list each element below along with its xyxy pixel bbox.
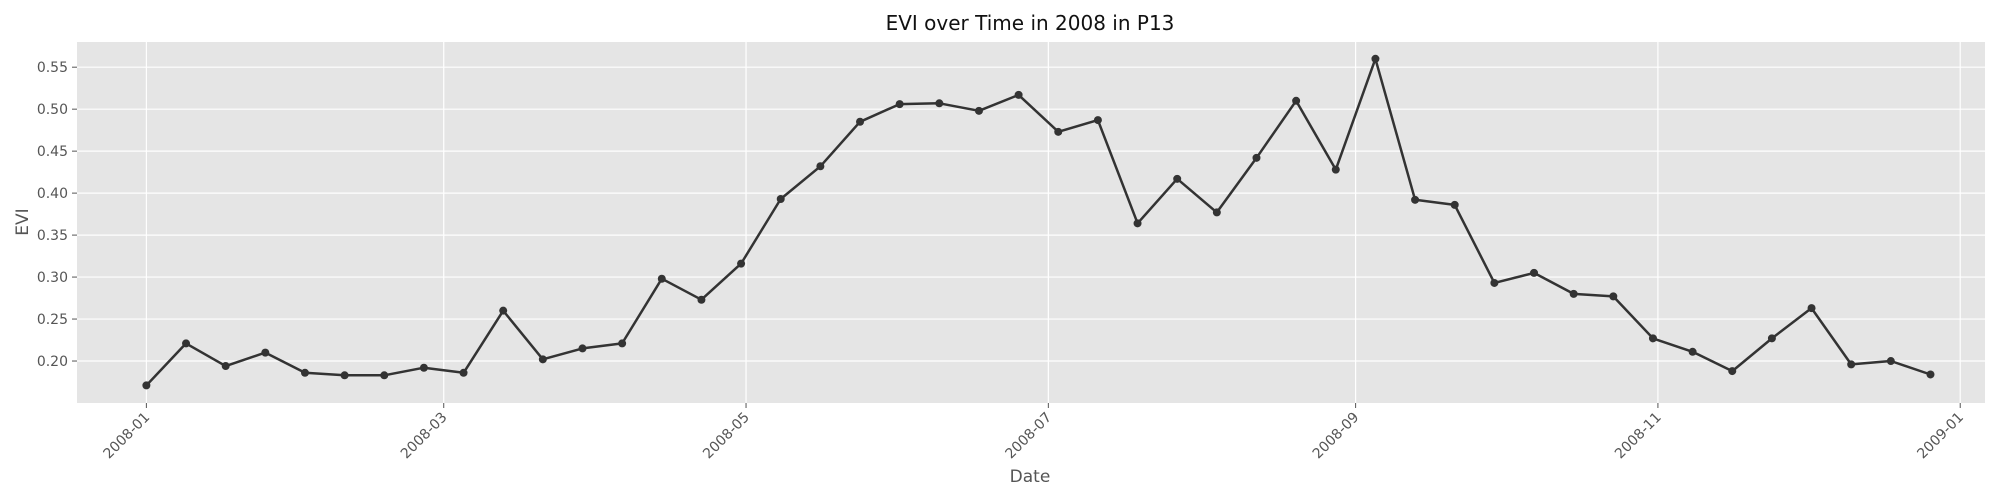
x-tick-label: 2008-09 bbox=[1310, 410, 1363, 463]
data-point bbox=[1926, 370, 1935, 379]
data-point bbox=[1093, 116, 1102, 125]
x-tick-label: 2008-03 bbox=[398, 410, 451, 463]
x-axis: 2008-01 2008-03 2008-05 2008-07 2008-09 2008-… bbox=[101, 403, 1967, 463]
data-point bbox=[776, 194, 785, 203]
data-point bbox=[935, 99, 944, 108]
data-point bbox=[1133, 219, 1142, 228]
data-point bbox=[1728, 367, 1737, 376]
data-point bbox=[340, 371, 349, 380]
data-point bbox=[1609, 292, 1618, 301]
data-point bbox=[1530, 268, 1539, 277]
data-point bbox=[142, 381, 151, 390]
grid-lines bbox=[77, 42, 1985, 403]
y-tick-label: 0.35 bbox=[37, 228, 68, 244]
x-tick-label: 2008-11 bbox=[1612, 410, 1665, 463]
x-tick-label: 2008-07 bbox=[1002, 410, 1055, 463]
data-point bbox=[419, 363, 428, 372]
y-tick-label: 0.55 bbox=[37, 60, 68, 76]
data-point bbox=[578, 344, 587, 353]
data-point bbox=[1450, 200, 1459, 209]
data-point bbox=[1292, 96, 1301, 105]
y-tick-label: 0.45 bbox=[37, 144, 68, 160]
data-point bbox=[261, 348, 270, 357]
data-point bbox=[1807, 304, 1816, 313]
data-point bbox=[1569, 289, 1578, 298]
data-point bbox=[856, 117, 865, 126]
x-tick-label: 2009-01 bbox=[1914, 410, 1967, 463]
chart-title: EVI over Time in 2008 in P13 bbox=[886, 11, 1175, 35]
data-point bbox=[737, 259, 746, 268]
data-point bbox=[1411, 195, 1420, 204]
y-axis-label: EVI bbox=[13, 208, 33, 235]
data-point bbox=[657, 274, 666, 283]
data-point bbox=[1648, 334, 1657, 343]
data-point bbox=[538, 355, 547, 364]
data-point bbox=[974, 106, 983, 115]
y-axis: 0.20 0.25 0.30 0.35 0.40 0.45 0.50 0.55 bbox=[37, 60, 77, 370]
data-point bbox=[499, 306, 508, 315]
data-point bbox=[816, 162, 825, 171]
data-point bbox=[1490, 278, 1499, 287]
data-point bbox=[221, 362, 230, 371]
x-tick-label: 2008-01 bbox=[101, 410, 154, 463]
data-point bbox=[459, 368, 468, 377]
x-tick-label: 2008-05 bbox=[700, 410, 753, 463]
y-tick-label: 0.20 bbox=[37, 354, 68, 370]
data-point bbox=[1331, 165, 1340, 174]
y-tick-label: 0.25 bbox=[37, 312, 68, 328]
data-point bbox=[1886, 357, 1895, 366]
data-point bbox=[697, 295, 706, 304]
evi-series-line bbox=[145, 57, 1931, 387]
data-point bbox=[1688, 347, 1697, 356]
plot-area bbox=[77, 42, 1985, 403]
data-point bbox=[1767, 334, 1776, 343]
data-point bbox=[380, 371, 389, 380]
data-point bbox=[182, 339, 191, 348]
evi-data-points bbox=[142, 54, 1935, 390]
data-point bbox=[1252, 153, 1261, 162]
data-point bbox=[1173, 174, 1182, 183]
data-point bbox=[1014, 90, 1023, 99]
data-point bbox=[300, 368, 309, 377]
y-tick-label: 0.30 bbox=[37, 270, 68, 286]
x-axis-label: Date bbox=[1010, 467, 1051, 487]
data-point bbox=[895, 100, 904, 109]
y-tick-label: 0.50 bbox=[37, 102, 68, 118]
y-tick-label: 0.40 bbox=[37, 186, 68, 202]
data-point bbox=[1371, 54, 1380, 63]
data-point bbox=[1054, 127, 1063, 136]
data-point bbox=[618, 339, 627, 348]
data-point bbox=[1847, 360, 1856, 369]
data-point bbox=[1212, 208, 1221, 217]
